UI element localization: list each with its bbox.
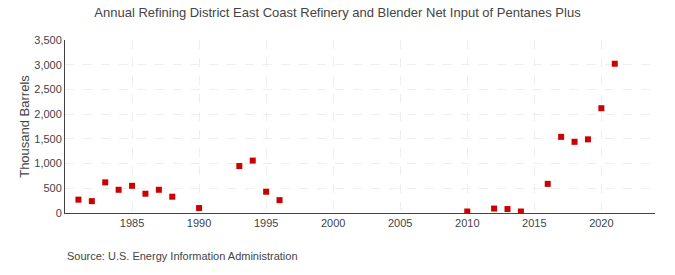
svg-text:1990: 1990 xyxy=(187,217,211,229)
svg-text:500: 500 xyxy=(43,182,61,194)
svg-text:Source: U.S. Energy Informatio: Source: U.S. Energy Information Administ… xyxy=(67,250,298,262)
svg-text:3,000: 3,000 xyxy=(34,59,62,71)
svg-text:2005: 2005 xyxy=(388,217,412,229)
svg-text:1985: 1985 xyxy=(120,217,144,229)
svg-text:2010: 2010 xyxy=(455,217,479,229)
svg-text:3,500: 3,500 xyxy=(34,34,62,46)
svg-text:2020: 2020 xyxy=(589,217,613,229)
svg-text:1,500: 1,500 xyxy=(34,133,62,145)
svg-text:Annual Refining District East: Annual Refining District East Coast Refi… xyxy=(94,5,581,20)
svg-text:2,500: 2,500 xyxy=(34,83,62,95)
svg-text:1995: 1995 xyxy=(254,217,278,229)
svg-text:2015: 2015 xyxy=(522,217,546,229)
svg-text:2000: 2000 xyxy=(321,217,345,229)
svg-text:Thousand Barrels: Thousand Barrels xyxy=(17,75,32,178)
svg-text:1,000: 1,000 xyxy=(34,157,62,169)
svg-text:2,000: 2,000 xyxy=(34,108,62,120)
svg-text:0: 0 xyxy=(56,207,62,219)
